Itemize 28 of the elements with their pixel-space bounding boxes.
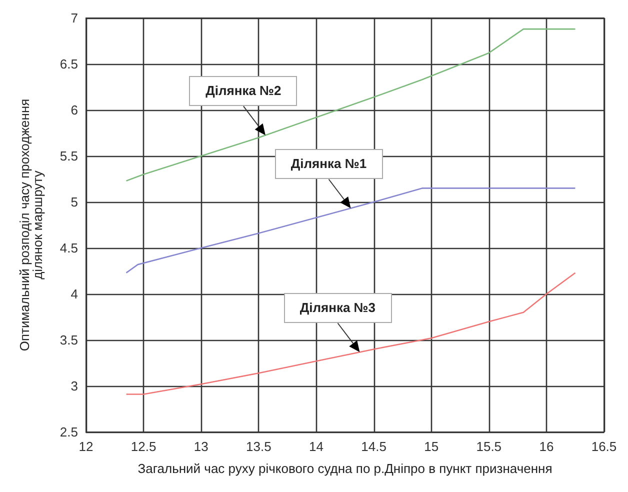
y-tick-label: 7 [70, 10, 78, 26]
x-tick-label: 16.5 [591, 439, 617, 454]
x-axis-title: Загальний час руху річкового судна по р.Дніпро в пункт призначення [138, 461, 552, 476]
y-tick-label: 5.5 [60, 148, 78, 164]
y-tick-label: 5 [70, 194, 78, 210]
y-tick-label: 6.5 [60, 56, 78, 72]
x-tick-label: 12.5 [130, 439, 156, 454]
x-tick-label: 13.5 [246, 439, 272, 454]
y-tick-label: 4 [70, 286, 78, 302]
y-tick-label: 6 [70, 102, 78, 118]
x-tick-label: 13 [194, 439, 208, 454]
line-series [126, 188, 576, 274]
x-tick-label: 12 [78, 439, 94, 454]
text: Ділянка №2 [189, 76, 298, 106]
x-tick-label: 14.5 [361, 439, 386, 454]
line-series [126, 28, 576, 182]
text: Ділянка №3 [284, 293, 392, 324]
line-series [126, 272, 576, 395]
y-tick-label: 4.5 [60, 240, 78, 256]
y-tick-label: 3 [70, 378, 78, 394]
x-tick-label: 14 [308, 439, 324, 454]
x-tick-label: 16 [539, 439, 554, 454]
y-tick-label: 3.5 [60, 332, 78, 348]
y-axis-title: Оптимальний розподіл часу проходження ділянок маршруту [17, 98, 45, 352]
x-tick-label: 15.5 [476, 439, 502, 454]
text: Ділянка №1 [274, 149, 383, 180]
y-tick-label: 2.5 [60, 424, 78, 440]
x-tick-label: 15 [424, 439, 439, 454]
